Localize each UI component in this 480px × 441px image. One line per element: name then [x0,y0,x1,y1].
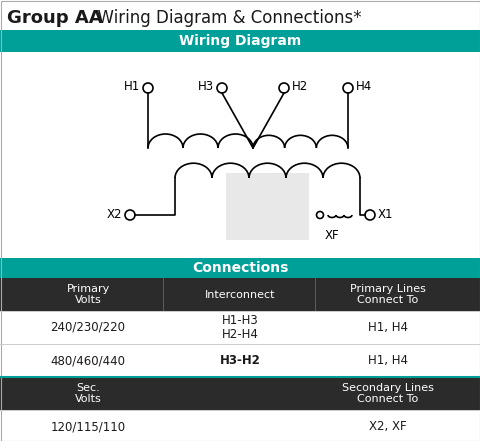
Text: X2, XF: X2, XF [369,420,407,433]
Text: X1: X1 [378,208,394,220]
Bar [0,278,480,311]
Text: H3-H2: H3-H2 [219,354,261,367]
Text: Wiring Diagram: Wiring Diagram [179,34,301,48]
Text: H1: H1 [124,81,140,93]
Text: H2: H2 [292,81,308,93]
Text: Secondary Lines
Connect To: Secondary Lines Connect To [342,383,434,404]
Text: 240/230/220: 240/230/220 [50,321,125,334]
Text: H4: H4 [356,81,372,93]
Text: XF: XF [324,229,339,242]
Text: X2: X2 [107,208,122,220]
Text: Wiring Diagram & Connections*: Wiring Diagram & Connections* [87,9,361,27]
Text: H1, H4: H1, H4 [368,321,408,334]
Text: Interconnect: Interconnect [205,289,275,299]
Bar [226,173,309,240]
Text: Group AA: Group AA [7,9,103,27]
Text: Sec.
Volts: Sec. Volts [74,383,101,404]
Text: H3: H3 [198,81,214,93]
Bar [0,377,480,410]
Bar [0,258,480,278]
Text: 480/460/440: 480/460/440 [50,354,125,367]
Text: Primary
Volts: Primary Volts [66,284,109,305]
Text: H1-H3
H2-H4: H1-H3 H2-H4 [222,314,258,341]
Text: 120/115/110: 120/115/110 [50,420,126,433]
Text: Primary Lines
Connect To: Primary Lines Connect To [350,284,426,305]
Text: Connections: Connections [192,261,288,275]
Bar [0,30,480,52]
Text: H1, H4: H1, H4 [368,354,408,367]
